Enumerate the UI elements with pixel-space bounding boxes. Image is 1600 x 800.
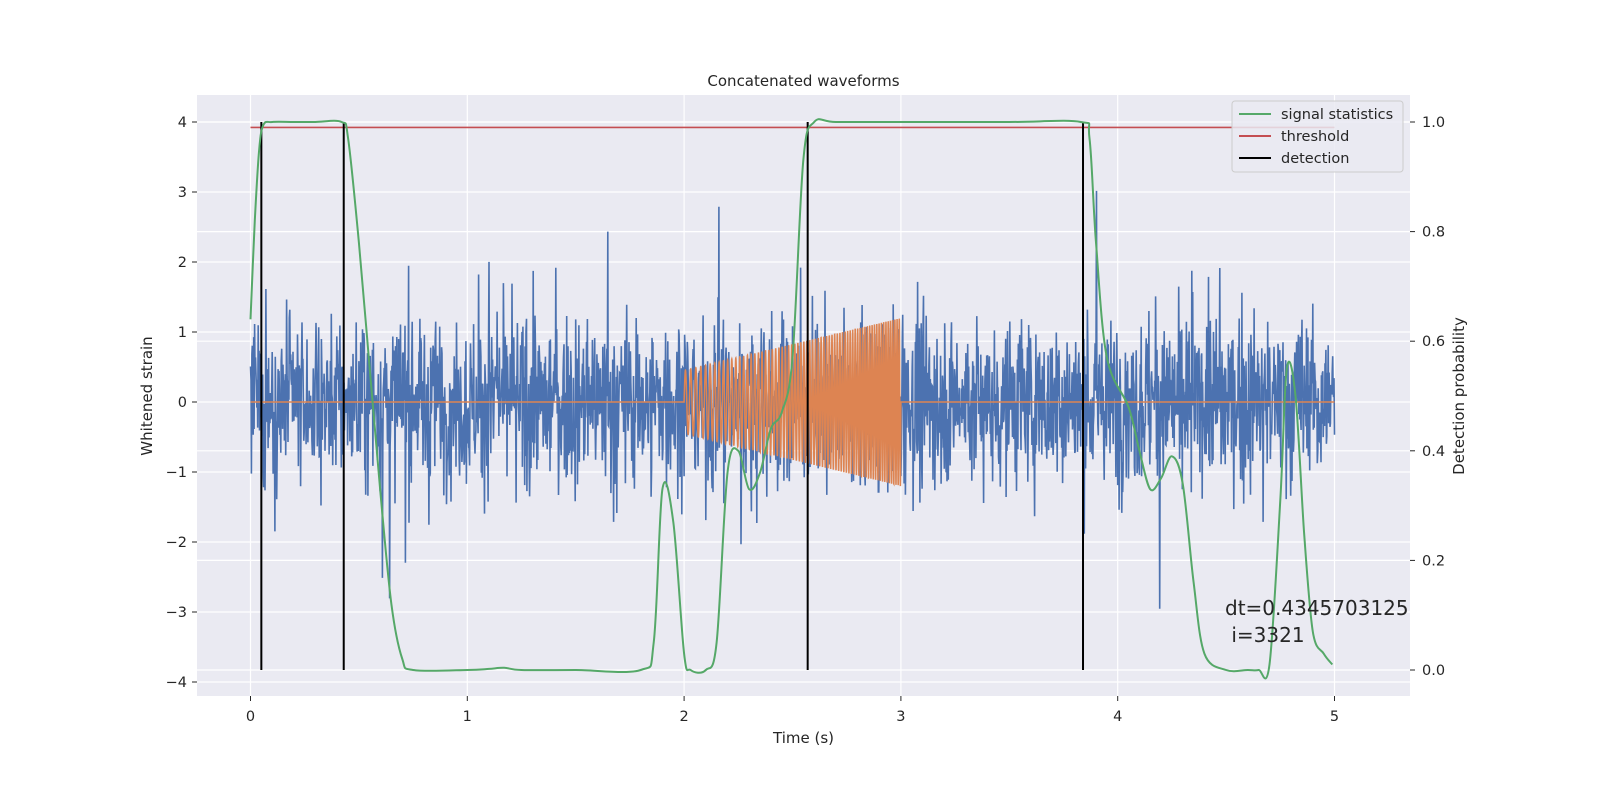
index-annotation: i=3321 xyxy=(1225,623,1305,647)
legend: signal statistics threshold detection xyxy=(1231,100,1404,173)
y-tick-label: −2 xyxy=(166,535,187,551)
chart-title: Concatenated waveforms xyxy=(707,72,899,90)
y-axis-label: Whitened strain xyxy=(138,336,156,455)
injection-series xyxy=(250,318,1335,487)
x-tick-label: 2 xyxy=(679,709,688,725)
x-tick-label: 1 xyxy=(463,709,472,725)
legend-label-signal-statistics: signal statistics xyxy=(1281,107,1393,123)
y-tick-label: −1 xyxy=(166,465,187,481)
y2-axis-label: Detection probability xyxy=(1450,317,1468,475)
y-tick-label: 4 xyxy=(178,115,187,131)
detection-series xyxy=(260,122,1085,670)
dt-annotation: dt=0.4345703125 xyxy=(1225,596,1409,620)
signal-statistics-line xyxy=(249,118,1334,680)
y-tick-label: 2 xyxy=(178,255,187,271)
y2-tick-label: 0.2 xyxy=(1422,553,1445,569)
x-tick-label: 0 xyxy=(246,709,255,725)
y-tick-label: 1 xyxy=(178,325,187,341)
injection-line xyxy=(250,318,1335,487)
y-tick-label: 3 xyxy=(178,185,187,201)
y2-tick-label: 0.0 xyxy=(1422,663,1445,679)
legend-label-threshold: threshold xyxy=(1281,129,1349,145)
legend-label-detection: detection xyxy=(1281,151,1349,167)
y-tick-label: 0 xyxy=(178,395,187,411)
axes: 0 1 2 3 4 5 −4 −3 −2 −1 0 1 2 3 4 0.0 0.2 0.4 0.6 0.8 1.0 xyxy=(166,115,1445,725)
y-tick-label: −3 xyxy=(166,605,187,621)
signal-statistics-series xyxy=(249,118,1334,680)
legend-box xyxy=(1231,100,1404,173)
y2-tick-label: 1.0 xyxy=(1422,115,1445,131)
x-tick-label: 3 xyxy=(896,709,905,725)
x-tick-label: 4 xyxy=(1113,709,1122,725)
x-axis-label: Time (s) xyxy=(772,729,834,747)
y2-tick-label: 0.4 xyxy=(1422,444,1445,460)
strain-line xyxy=(249,190,1336,609)
y-tick-label: −4 xyxy=(166,675,187,691)
strain-series xyxy=(249,190,1336,609)
x-tick-label: 5 xyxy=(1330,709,1339,725)
y2-tick-label: 0.8 xyxy=(1422,225,1445,241)
y2-tick-label: 0.6 xyxy=(1422,334,1445,350)
